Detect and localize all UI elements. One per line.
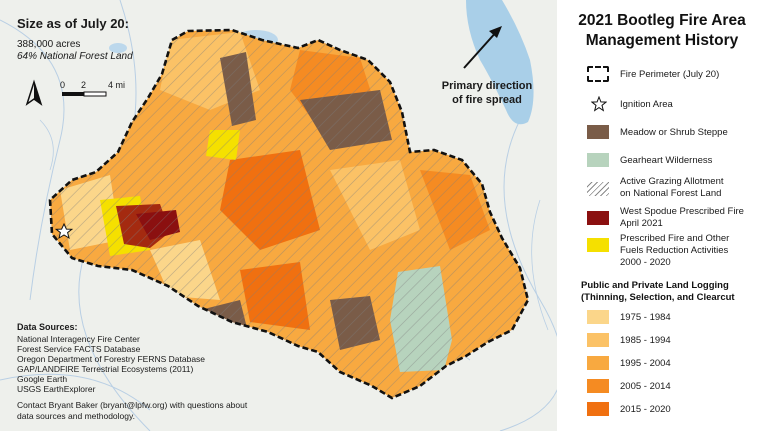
fire-perimeter [48,28,530,400]
ignition-star-icon [54,222,74,240]
data-source-item: National Interagency Fire Center [17,334,140,344]
fire-size-national-forest: 64% National Forest Land [17,51,133,62]
logging-title-line-2: (Thinning, Selection, and Clearcut [581,292,735,303]
logging-swatch-2005 [587,379,609,393]
lake-northwest [109,43,127,53]
legend-label-logging-1995: 1995 - 2004 [620,358,671,369]
legend-label-fire-perimeter: Fire Perimeter (July 20) [620,69,720,80]
legend-label-grazing: Active Grazing Allotment [620,176,724,187]
scale-label-4: 4 mi [108,80,125,90]
legend-label-logging-1975: 1975 - 1984 [620,312,671,323]
legend-title-line-2: Management History [585,32,739,49]
scale-bar-segment-1 [62,92,84,96]
spread-arrow-line [463,29,499,69]
lake-east [466,0,534,125]
legend-title-line-1: 2021 Bootleg Fire Area [578,12,746,29]
logging-title-line-1: Public and Private Land Logging [581,280,729,291]
wilderness-swatch [587,153,609,167]
data-source-item: Forest Service FACTS Database [17,344,141,354]
legend-panel: 2021 Bootleg Fire Area Management Histor… [557,0,767,431]
fire-size-title: Size as of July 20: [17,16,129,31]
data-source-item: USGS EarthExplorer [17,384,96,394]
west-spodue-swatch [587,211,609,225]
scale-label-0: 0 [60,80,65,90]
legend-label-logging-2015: 2015 - 2020 [620,404,671,415]
legend-label-west-spodue: West Spodue Prescribed Fire [620,206,744,217]
fire-area-map: 0 2 4 mi [0,0,557,431]
contact-note-line-1: Contact Bryant Baker (bryant@lpfw.org) w… [17,400,248,410]
north-arrow-fill [34,82,41,104]
scale-bar-segment-2 [83,91,107,97]
spread-arrow-icon [489,26,502,38]
legend-label-meadow: Meadow or Shrub Steppe [620,127,728,138]
data-source-item: Google Earth [17,374,68,384]
ignition-star-legend-icon [591,96,607,112]
legend-label-logging-2005: 2005 - 2014 [620,381,671,392]
contact-note-line-2: data sources and methodology. [17,411,135,421]
logging-swatch-2015 [587,402,609,416]
legend-label-prescribed-2: Fuels Reduction Activities [620,245,729,256]
scale-label-2: 2 [81,80,86,90]
data-source-item: GAP/LANDFIRE Terrestrial Ecosystems (201… [17,364,194,374]
legend-label-west-spodue-2: April 2021 [620,218,663,229]
legend-label-prescribed: Prescribed Fire and Other [620,233,730,244]
data-source-item: Oregon Department of Forestry FERNS Data… [17,354,206,364]
legend-label-grazing-2: on National Forest Land [620,188,722,199]
logging-swatch-1995 [587,356,609,370]
legend-label-logging-1985: 1985 - 1994 [620,335,671,346]
legend-label-wilderness: Gearheart Wilderness [620,155,713,166]
spread-direction-label-2: of fire spread [452,94,522,106]
legend-label-ignition: Ignition Area [620,99,673,110]
map-panel: 0 2 4 mi Size as of July 20: 388,000 acr… [0,0,557,431]
fire-size-acres: 388,000 acres [17,39,81,50]
logging-swatch-1985 [587,333,609,347]
legend-label-prescribed-3: 2000 - 2020 [620,257,671,268]
fire-perimeter-symbol [587,66,609,82]
logging-swatch-1975 [587,310,609,324]
data-sources-title: Data Sources: [17,322,78,332]
meadow-swatch [587,125,609,139]
spread-direction-label-1: Primary direction [441,80,533,92]
grazing-hatch-swatch [587,182,609,196]
prescribed-fire-swatch [587,238,609,252]
